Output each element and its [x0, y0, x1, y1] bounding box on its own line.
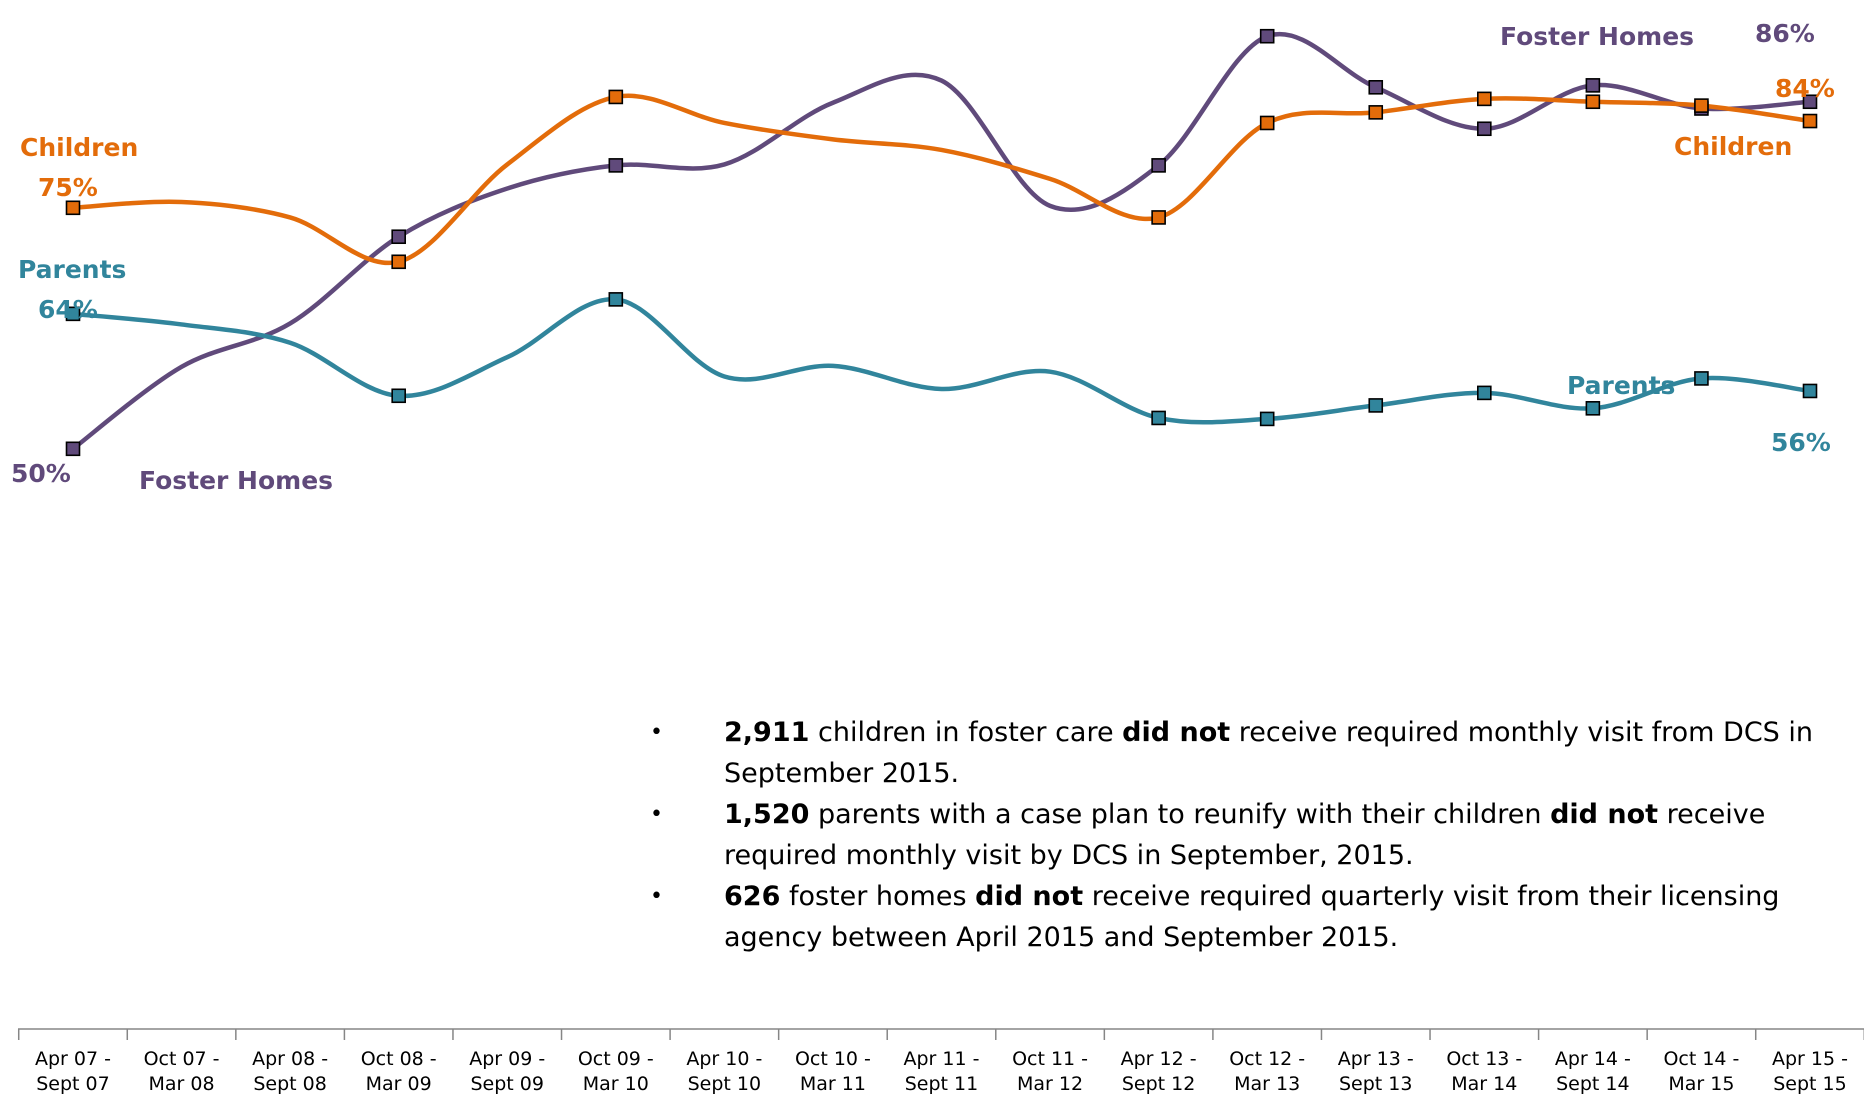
x-tick-label: Apr 11 -Sept 11: [904, 1048, 980, 1095]
bullet-number: 2,911: [724, 717, 810, 748]
foster-start-label: Foster Homes: [139, 466, 333, 495]
data-point-foster-homes: [1802, 94, 1818, 110]
x-tick-label: Apr 09 -Sept 09: [469, 1048, 545, 1095]
data-point-parents: [608, 292, 624, 307]
foster-end-label: Foster Homes: [1500, 22, 1694, 51]
x-tick-label: Oct 13 -Mar 14: [1446, 1048, 1522, 1095]
bullet-emphasis: did not: [1122, 717, 1231, 748]
bullet-foster-homes: • 626 foster homes did not receive requi…: [650, 876, 1830, 958]
x-tick-label: Oct 09 -Mar 10: [578, 1048, 654, 1095]
summary-bullets: • 2,911 children in foster care did not …: [650, 712, 1830, 958]
x-tick-label: Apr 08 -Sept 08: [252, 1048, 328, 1095]
data-point-foster-homes: [1151, 158, 1166, 173]
parents-start-value: 64%: [38, 295, 98, 324]
children-end-value: 84%: [1775, 74, 1835, 103]
parents-end-value: 56%: [1771, 428, 1831, 457]
data-point-foster-homes: [1368, 80, 1384, 95]
data-point-parents: [1694, 371, 1709, 386]
data-point-foster-homes: [1259, 28, 1275, 44]
bullet-text: children in foster care: [809, 717, 1123, 748]
parents-start-label: Parents: [18, 255, 126, 284]
bullet-text: parents with a case plan to reunify with…: [809, 799, 1551, 830]
series-lines: [70, 31, 1813, 452]
x-tick-label: Apr 13 -Sept 13: [1338, 1048, 1414, 1095]
bullet-parents: • 1,520 parents with a case plan to reun…: [650, 794, 1830, 876]
bullet-dot: •: [650, 802, 663, 827]
x-tick-label: Apr 15 -Sept 15: [1772, 1048, 1848, 1095]
data-point-parents: [1368, 398, 1384, 413]
x-tick-label: Apr 10 -Sept 10: [686, 1048, 762, 1095]
data-point-parents: [1259, 411, 1275, 427]
x-tick-label: Oct 14 -Mar 15: [1663, 1048, 1739, 1095]
bullet-emphasis: did not: [975, 881, 1084, 912]
bullet-text: receive required monthly visit from DCS …: [724, 717, 1814, 789]
data-point-parents: [391, 388, 406, 404]
data-point-children: [1151, 210, 1166, 225]
series-line-children: [70, 93, 1813, 266]
data-point-children: [608, 89, 624, 105]
x-tick-label: Oct 10 -Mar 11: [795, 1048, 871, 1095]
data-point-foster-homes: [608, 158, 624, 173]
data-point-foster-homes: [1585, 78, 1601, 93]
bullet-number: 626: [724, 881, 781, 912]
x-tick-label: Apr 14 -Sept 14: [1555, 1048, 1631, 1095]
foster-start-value: 50%: [11, 459, 71, 488]
data-point-children: [1477, 91, 1492, 107]
data-point-foster-homes: [391, 229, 406, 245]
x-tick-label: Apr 12 -Sept 12: [1121, 1048, 1197, 1095]
data-point-parents: [1151, 410, 1166, 426]
children-end-label: Children: [1674, 132, 1792, 161]
data-point-parents: [1477, 385, 1492, 401]
bullet-emphasis: did not: [1550, 799, 1659, 830]
series-annotations: Children 75% Parents 64% 50% Foster Home…: [11, 19, 1835, 495]
series-markers: [65, 28, 1818, 457]
bullet-text: foster homes: [780, 881, 976, 912]
data-point-children: [1368, 105, 1384, 120]
x-tick-label: Apr 07 -Sept 07: [35, 1048, 111, 1095]
foster-end-value: 86%: [1755, 19, 1815, 48]
x-axis: Apr 07 -Sept 07 Oct 07 -Mar 08 Apr 08 -Sep…: [17, 1028, 1864, 1095]
data-point-parents: [1585, 401, 1601, 416]
data-point-children: [1802, 113, 1818, 129]
bullet-dot: •: [650, 884, 663, 909]
data-point-foster-homes: [65, 441, 81, 457]
series-line-parents: [70, 297, 1813, 425]
children-start-value: 75%: [38, 173, 98, 202]
data-point-children: [391, 254, 406, 270]
bullet-children: • 2,911 children in foster care did not …: [650, 712, 1830, 794]
data-point-children: [65, 200, 81, 216]
x-tick-label: Oct 12 -Mar 13: [1229, 1048, 1305, 1095]
x-tick-label: Oct 11 -Mar 12: [1012, 1048, 1088, 1095]
parents-end-label: Parents: [1567, 371, 1675, 400]
bullet-number: 1,520: [724, 799, 810, 830]
bullet-dot: •: [650, 720, 663, 745]
x-tick-label: Oct 08 -Mar 09: [361, 1048, 437, 1095]
bullet-text: receive required monthly visit by DCS in…: [724, 799, 1766, 871]
data-point-children: [1694, 98, 1709, 113]
children-start-label: Children: [20, 133, 138, 162]
data-point-foster-homes: [1477, 121, 1492, 137]
bullet-text: receive required quarterly visit from th…: [724, 881, 1780, 953]
data-point-parents: [65, 306, 81, 322]
data-point-children: [1259, 115, 1275, 131]
x-tick-label: Oct 07 -Mar 08: [144, 1048, 220, 1095]
data-point-children: [1585, 94, 1601, 110]
data-point-parents: [1802, 383, 1818, 399]
